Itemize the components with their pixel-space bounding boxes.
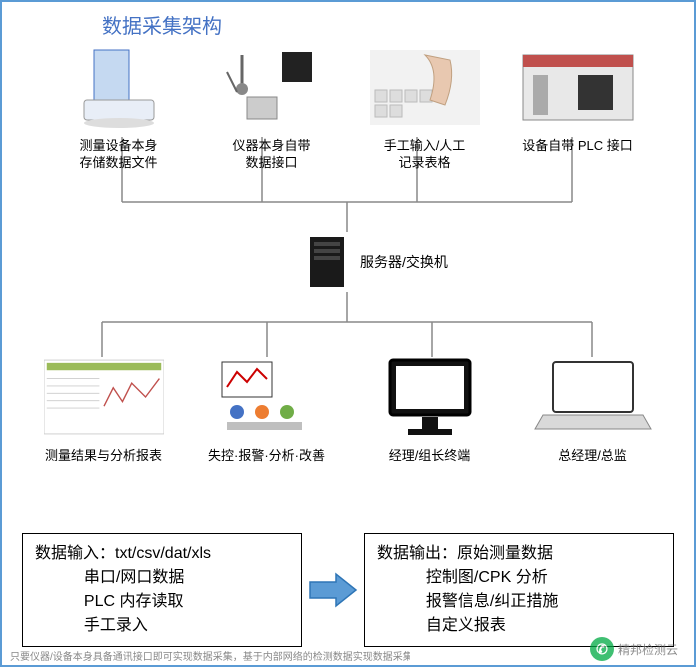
output-title: 数据输出： xyxy=(377,545,457,562)
source-row: 测量设备本身存储数据文件 仪器本身自带数据接口 手工输入/人工记录表格 设备自带… xyxy=(2,42,694,172)
laptop-icon xyxy=(533,352,653,442)
input-box: 数据输入：txt/csv/dat/xls 串口/网口数据 PLC 内存读取 手工… xyxy=(22,533,302,647)
server-label: 服务器/交换机 xyxy=(360,252,448,272)
node-report: 测量结果与分析报表 xyxy=(34,352,174,465)
output-box: 数据输出：原始测量数据 控制图/CPK 分析 报警信息/纠正措施 自定义报表 xyxy=(364,533,674,647)
node-meeting: 失控·报警·分析·改善 xyxy=(197,352,337,465)
watermark: ✆精邦检测云 xyxy=(590,637,678,661)
server-node: 服务器/交换机 xyxy=(302,232,448,292)
node-label: 经理/组长终端 xyxy=(389,448,471,465)
device-scanner-icon xyxy=(59,42,179,132)
report-icon xyxy=(44,352,164,442)
manual-input-icon xyxy=(365,42,485,132)
node-manual: 手工输入/人工记录表格 xyxy=(355,42,495,172)
node-laptop: 总经理/总监 xyxy=(523,352,663,465)
arrow-icon xyxy=(308,533,358,647)
node-label: 测量设备本身存储数据文件 xyxy=(79,138,157,172)
server-icon xyxy=(302,232,352,292)
plc-machine-icon xyxy=(518,42,638,132)
monitor-icon xyxy=(370,352,490,442)
instrument-icon xyxy=(212,42,332,132)
wechat-icon: ✆ xyxy=(590,637,614,661)
diagram-title: 数据采集架构 xyxy=(102,10,222,39)
node-label: 手工输入/人工记录表格 xyxy=(384,138,466,172)
node-scanner: 测量设备本身存储数据文件 xyxy=(49,42,189,172)
node-label: 设备自带 PLC 接口 xyxy=(522,138,633,155)
io-row: 数据输入：txt/csv/dat/xls 串口/网口数据 PLC 内存读取 手工… xyxy=(22,533,674,647)
node-plc: 设备自带 PLC 接口 xyxy=(508,42,648,172)
node-instrument: 仪器本身自带数据接口 xyxy=(202,42,342,172)
node-label: 失控·报警·分析·改善 xyxy=(208,448,325,465)
node-label: 总经理/总监 xyxy=(558,448,627,465)
node-label: 仪器本身自带数据接口 xyxy=(232,138,310,172)
footnote: 只要仪器/设备本身具备通讯接口即可实现数据采集，基于内部网络的检测数据实现数据采… xyxy=(10,648,410,663)
meeting-icon xyxy=(207,352,327,442)
input-title: 数据输入： xyxy=(35,545,115,562)
node-monitor: 经理/组长终端 xyxy=(360,352,500,465)
output-row: 测量结果与分析报表 失控·报警·分析·改善 经理/组长终端 总经理/总监 xyxy=(2,352,694,465)
node-label: 测量结果与分析报表 xyxy=(45,448,162,465)
